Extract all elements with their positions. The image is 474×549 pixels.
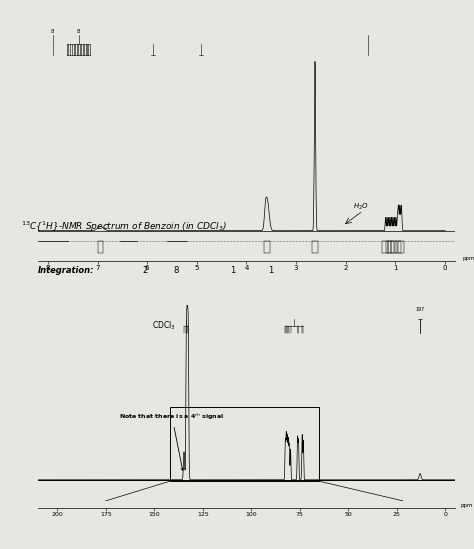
Text: $^{13}$C{$^{1}$H}-NMR Spectrum of Benzoin (in CDCl$_3$): $^{13}$C{$^{1}$H}-NMR Spectrum of Benzoi… xyxy=(21,219,228,234)
Text: CDCl$_3$: CDCl$_3$ xyxy=(152,320,176,332)
Bar xyxy=(170,407,319,481)
Bar xyxy=(312,240,318,253)
Text: Note that there is a 4$^{th}$ signal: Note that there is a 4$^{th}$ signal xyxy=(119,412,225,470)
Bar xyxy=(382,240,388,253)
Text: 2: 2 xyxy=(142,266,147,276)
Bar xyxy=(395,240,401,253)
Bar xyxy=(264,240,270,253)
Text: ppm: ppm xyxy=(461,502,474,507)
Bar xyxy=(98,240,103,253)
Text: ppm: ppm xyxy=(463,256,474,261)
Text: 8: 8 xyxy=(51,29,55,33)
Bar xyxy=(389,240,394,253)
Text: 8: 8 xyxy=(173,266,178,276)
Text: H$_2$O: H$_2$O xyxy=(353,202,369,212)
Bar xyxy=(399,240,404,253)
Text: Integration:: Integration: xyxy=(38,266,94,276)
Text: 1: 1 xyxy=(230,266,235,276)
Bar xyxy=(385,240,392,253)
Text: 1: 1 xyxy=(268,266,273,276)
Text: 197: 197 xyxy=(416,307,425,312)
Text: 8: 8 xyxy=(77,29,81,33)
Bar xyxy=(392,240,397,253)
